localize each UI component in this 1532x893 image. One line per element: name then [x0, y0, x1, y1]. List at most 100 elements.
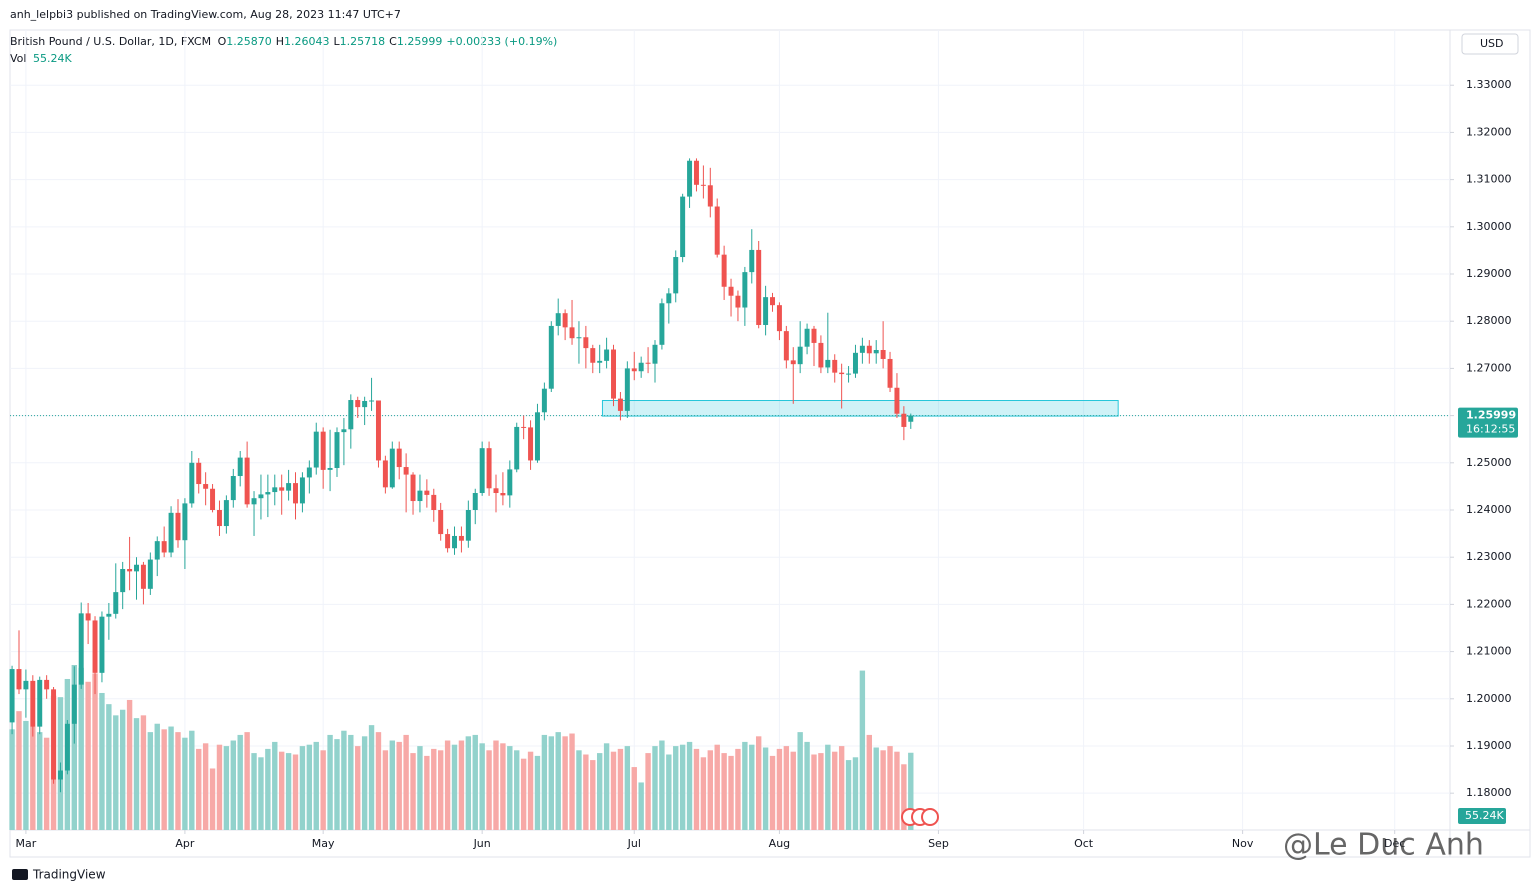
volume-bar [679, 744, 686, 830]
volume-bar [527, 751, 534, 830]
candle-body [680, 196, 686, 258]
candle-body [604, 349, 610, 361]
ohlc-value: 1.25718 [339, 35, 386, 48]
candle-body [16, 669, 22, 690]
candle-body [78, 613, 84, 685]
ohlc-item: O1.25870 [218, 35, 272, 48]
candle-body [154, 541, 160, 560]
volume-bar [278, 751, 285, 830]
candle-body [873, 350, 879, 354]
volume-status-line: Vol 55.24K [10, 52, 75, 65]
candle-body [396, 448, 402, 468]
ohlc-item: C1.25999 [389, 35, 442, 48]
ohlc-value: 1.25870 [226, 35, 272, 48]
volume-bar [30, 726, 36, 830]
grid [10, 30, 1450, 830]
candle-body [783, 331, 789, 361]
volume-bar [811, 754, 817, 830]
candle-body [64, 723, 70, 771]
ohlc-value: 1.25999 [396, 35, 443, 48]
volume-bar [209, 768, 216, 830]
candle-body [203, 484, 209, 489]
volume-bar [908, 752, 914, 830]
volume-bar [140, 715, 147, 830]
candle-body [866, 345, 872, 354]
x-tick-label: Oct [1074, 837, 1094, 850]
candle-body [493, 488, 499, 494]
candle-body [624, 368, 630, 411]
volume-bar [161, 729, 167, 830]
volume-bar [182, 737, 188, 830]
volume-bar [368, 725, 375, 830]
volume-bar [71, 665, 77, 830]
candle-body [818, 342, 824, 368]
candle-body [472, 493, 478, 510]
candle-body [410, 474, 416, 502]
candle-body [846, 373, 852, 375]
candle-body [541, 388, 547, 413]
y-tick-label: 1.31000 [1466, 173, 1512, 186]
event-flags [901, 808, 939, 826]
volume-bar [901, 764, 907, 830]
volume-bar [859, 670, 866, 830]
x-tick-label: May [312, 837, 335, 850]
volume-bar [762, 747, 769, 830]
volume-value: 55.24K [32, 52, 72, 65]
candle-body [756, 249, 762, 325]
candle-body [113, 592, 119, 614]
volume-bar [223, 746, 230, 830]
candle-body [839, 372, 845, 375]
volume-bar [555, 732, 561, 830]
volume-bar [576, 750, 582, 830]
candle-body [120, 568, 126, 593]
y-tick-label: 1.27000 [1466, 361, 1512, 374]
ohlc-key: O [217, 35, 227, 48]
candle-body [776, 305, 782, 332]
y-tick-label: 1.23000 [1466, 550, 1512, 563]
volume-bar [299, 746, 306, 830]
candle-body [23, 680, 29, 690]
volume-bar [306, 744, 313, 830]
volume-pane [9, 665, 914, 830]
candle-body [37, 679, 43, 727]
volume-bar [78, 667, 84, 830]
volume-bar [548, 736, 554, 830]
candle-body [728, 286, 734, 296]
volume-bar [313, 741, 319, 830]
volume-bar [147, 732, 154, 830]
volume-bar [119, 709, 126, 830]
volume-bar [590, 760, 596, 830]
ohlc-item: H1.26043 [276, 35, 330, 48]
volume-bar [797, 732, 803, 830]
candle-body [687, 160, 693, 197]
ohlc-key: H [275, 35, 285, 48]
volume-bar [37, 732, 43, 830]
y-tick-label: 1.30000 [1466, 220, 1512, 233]
currency-button[interactable] [1461, 33, 1519, 55]
volume-bar [645, 753, 651, 830]
volume-bar [624, 746, 631, 830]
volume-value-label: 55.24K [1465, 809, 1504, 822]
candle-body [334, 432, 340, 468]
volume-bar [500, 743, 506, 830]
candle-body [223, 500, 229, 527]
volume-bar [838, 746, 845, 830]
volume-bar [168, 726, 174, 830]
candle-body [369, 400, 375, 402]
candle-body [382, 460, 388, 488]
volume-bar [424, 755, 430, 830]
candle-body [811, 328, 817, 343]
volume-bar [749, 744, 755, 830]
candle-body [652, 344, 658, 364]
candle-body [576, 337, 582, 339]
x-tick-label: Nov [1232, 837, 1254, 850]
volume-bar [721, 753, 727, 830]
volume-bar [673, 746, 679, 830]
candle-body [452, 535, 458, 549]
volume-bar [852, 757, 859, 830]
candle-body [659, 303, 665, 345]
watermark: @Le Duc Anh [1283, 828, 1484, 863]
change: +0.00233 (+0.19%) [446, 35, 558, 48]
volume-bar [783, 746, 790, 830]
volume-bar [562, 736, 568, 830]
